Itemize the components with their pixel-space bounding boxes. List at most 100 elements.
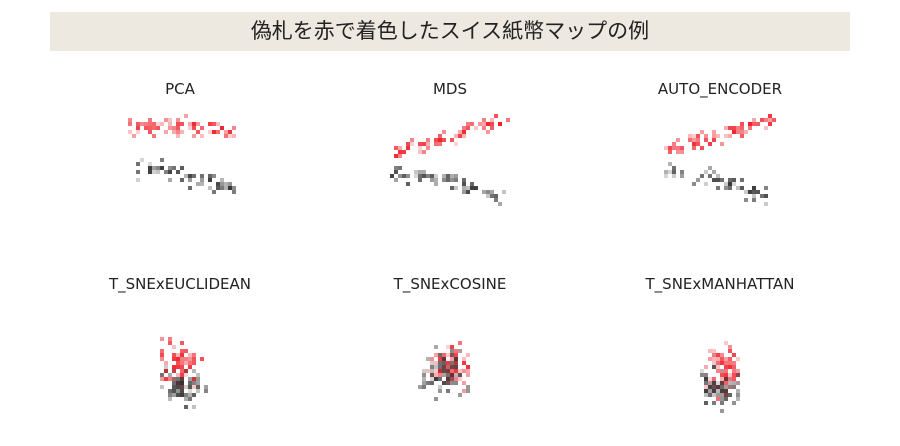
- data-point: [756, 190, 760, 194]
- data-point: [664, 146, 668, 150]
- data-point: [764, 118, 768, 122]
- data-point: [220, 126, 224, 130]
- data-point: [180, 357, 184, 361]
- data-point: [152, 122, 156, 126]
- data-point: [434, 178, 438, 182]
- data-point: [728, 385, 732, 389]
- data-point: [442, 138, 446, 142]
- data-point: [136, 178, 140, 182]
- data-point: [668, 150, 672, 154]
- data-point: [466, 186, 470, 190]
- data-point: [442, 178, 446, 182]
- data-point: [136, 170, 140, 174]
- data-point: [720, 385, 724, 389]
- data-point: [438, 369, 442, 373]
- data-point: [172, 357, 176, 361]
- data-point: [454, 142, 458, 146]
- data-point: [418, 142, 422, 146]
- data-point: [732, 369, 736, 373]
- data-point: [442, 353, 446, 357]
- data-point: [176, 381, 180, 385]
- data-point: [148, 162, 152, 166]
- data-point: [422, 150, 426, 154]
- data-point: [728, 349, 732, 353]
- data-point: [160, 353, 164, 357]
- data-point: [494, 114, 498, 118]
- data-point: [418, 170, 422, 174]
- data-point: [398, 166, 402, 170]
- data-point: [180, 341, 184, 345]
- data-point: [724, 393, 728, 397]
- data-point: [680, 170, 684, 174]
- data-point: [708, 381, 712, 385]
- data-point: [720, 361, 724, 365]
- data-point: [462, 182, 466, 186]
- data-point: [180, 130, 184, 134]
- data-point: [200, 182, 204, 186]
- data-point: [422, 385, 426, 389]
- page-title: 偽札を赤で着色したスイス紙幣マップの例: [250, 19, 650, 43]
- data-point: [446, 353, 450, 357]
- data-point: [180, 373, 184, 377]
- data-point: [454, 381, 458, 385]
- data-point: [442, 365, 446, 369]
- data-point: [704, 134, 708, 138]
- data-point: [494, 198, 498, 202]
- data-point: [224, 182, 228, 186]
- data-point: [712, 401, 716, 405]
- data-point: [168, 377, 172, 381]
- data-point: [450, 373, 454, 377]
- data-point: [184, 361, 188, 365]
- data-point: [704, 393, 708, 397]
- data-point: [700, 174, 704, 178]
- data-point: [220, 182, 224, 186]
- data-point: [704, 385, 708, 389]
- data-point: [446, 365, 450, 369]
- data-point: [232, 190, 236, 194]
- data-point: [212, 190, 216, 194]
- data-point: [196, 122, 200, 126]
- data-point: [188, 357, 192, 361]
- data-point: [728, 365, 732, 369]
- data-point: [164, 377, 168, 381]
- data-point: [434, 365, 438, 369]
- data-point: [700, 373, 704, 377]
- data-point: [466, 353, 470, 357]
- data-point: [164, 170, 168, 174]
- data-point: [716, 385, 720, 389]
- data-point: [398, 150, 402, 154]
- data-point: [204, 385, 208, 389]
- data-point: [732, 373, 736, 377]
- data-point: [740, 134, 744, 138]
- data-point: [664, 170, 668, 174]
- data-point: [708, 381, 712, 385]
- data-point: [732, 126, 736, 130]
- data-point: [732, 373, 736, 377]
- data-point: [454, 369, 458, 373]
- data-point: [680, 146, 684, 150]
- data-point: [720, 353, 724, 357]
- data-point: [426, 174, 430, 178]
- data-point: [394, 166, 398, 170]
- data-point: [736, 381, 740, 385]
- data-point: [192, 381, 196, 385]
- panel-title: T_SNExEUCLIDEAN: [109, 275, 251, 293]
- data-point: [458, 341, 462, 345]
- data-point: [148, 126, 152, 130]
- data-point: [462, 369, 466, 373]
- data-point: [712, 138, 716, 142]
- data-point: [446, 178, 450, 182]
- data-point: [740, 186, 744, 190]
- data-point: [168, 389, 172, 393]
- data-point: [180, 365, 184, 369]
- data-point: [486, 122, 490, 126]
- data-point: [446, 369, 450, 373]
- data-point: [446, 389, 450, 393]
- data-point: [454, 377, 458, 381]
- data-point: [732, 182, 736, 186]
- data-point: [700, 174, 704, 178]
- data-point: [756, 190, 760, 194]
- data-point: [708, 142, 712, 146]
- data-point: [192, 357, 196, 361]
- data-point: [728, 178, 732, 182]
